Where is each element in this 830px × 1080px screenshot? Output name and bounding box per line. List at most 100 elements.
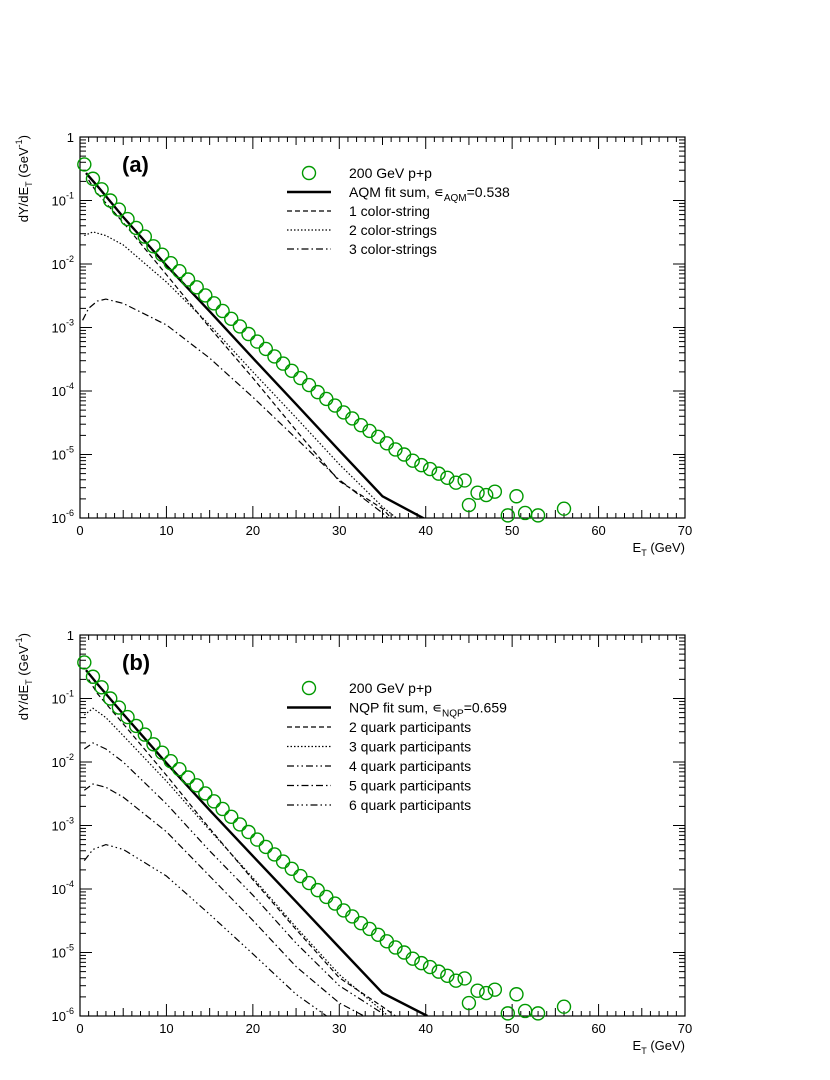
data-point: [422, 461, 438, 477]
data-point: [461, 995, 477, 1011]
data-point: [146, 737, 161, 752]
data-point: [120, 211, 135, 227]
data-point: [301, 377, 317, 393]
x-tick-label: 0: [76, 523, 83, 538]
data-point: [215, 801, 230, 817]
series-line-1-color-string: [88, 179, 392, 518]
data-point: [137, 727, 153, 742]
data-point: [310, 384, 325, 400]
x-tick-label: 20: [246, 1021, 260, 1036]
series-line-3-quark-participants: [83, 707, 389, 1016]
data-point: [77, 655, 92, 670]
data-point: [487, 982, 503, 997]
y-tick-label: 10-2: [52, 254, 74, 272]
data-point: [267, 847, 282, 862]
data-point: [172, 762, 187, 777]
data-point: [163, 255, 178, 271]
data-point: [414, 955, 429, 971]
data-point: [530, 1006, 546, 1021]
data-point: [310, 882, 325, 898]
data-point: [172, 264, 187, 279]
data-point: [284, 861, 299, 877]
x-tick-label: 50: [505, 523, 519, 538]
y-tick-label: 10-5: [52, 943, 74, 961]
y-tick-label: 10-6: [52, 508, 74, 526]
data-point: [556, 501, 572, 516]
x-axis-label: ET (GeV): [633, 540, 685, 558]
data-point: [479, 487, 494, 503]
data-point: [189, 280, 204, 295]
legend-label: 3 color-strings: [349, 241, 437, 257]
y-tick-label: 1: [67, 628, 74, 643]
data-point: [336, 405, 351, 420]
data-point: [198, 288, 213, 303]
x-tick-label: 10: [159, 523, 173, 538]
x-tick-label: 60: [591, 523, 605, 538]
y-tick-label: 1: [67, 130, 74, 145]
data-point: [241, 824, 256, 840]
legend-label: 1 color-string: [349, 203, 430, 219]
x-tick-label: 10: [159, 1021, 173, 1036]
legend-label: AQM fit sum, ∊AQM=0.538: [349, 184, 510, 204]
series-line-5-quark-participants: [83, 783, 366, 1016]
data-point: [422, 959, 438, 975]
data-point: [137, 229, 153, 244]
y-axis-label: dY/dET (GeV-1): [14, 633, 34, 720]
series-line-4-quark-participants: [83, 742, 386, 1016]
legend-label: 3 quark participants: [349, 739, 471, 755]
data-point: [94, 182, 109, 197]
data-point: [457, 971, 472, 986]
y-axis-label: dY/dET (GeV-1): [14, 135, 34, 222]
data-point: [258, 341, 274, 357]
legend-marker: [301, 165, 317, 181]
data-point: [448, 973, 464, 988]
data-point: [111, 202, 127, 217]
panel-label: (b): [122, 650, 150, 675]
data-point: [224, 311, 239, 327]
data-point: [431, 466, 446, 481]
data-point: [440, 968, 455, 983]
data-point: [414, 457, 429, 473]
data-point: [479, 985, 494, 1001]
data-point: [215, 303, 230, 319]
data-point: [457, 473, 472, 488]
x-tick-label: 50: [505, 1021, 519, 1036]
y-tick-label: 10-1: [52, 191, 74, 209]
x-tick-label: 70: [678, 1021, 692, 1036]
data-point: [530, 508, 546, 523]
data-point: [249, 832, 265, 847]
data-point: [128, 220, 144, 236]
data-points: [77, 655, 572, 1021]
data-point: [224, 809, 239, 825]
data-point: [198, 786, 213, 801]
data-point: [500, 508, 516, 523]
legend-label: NQP fit sum, ∊NQP=0.659: [349, 700, 507, 720]
data-point: [293, 868, 308, 884]
data-point: [327, 398, 343, 413]
data-point: [85, 669, 101, 684]
data-point: [267, 349, 282, 364]
legend-label: 2 color-strings: [349, 222, 437, 238]
data-point: [440, 470, 455, 485]
data-point: [388, 940, 403, 955]
data-point: [319, 391, 334, 407]
data-point: [128, 718, 144, 734]
data-point: [249, 334, 265, 349]
curves: [82, 172, 426, 518]
legend-label: 4 quark participants: [349, 758, 471, 774]
data-point: [301, 875, 317, 891]
data-point: [163, 753, 178, 769]
data-point: [103, 691, 118, 706]
data-point: [379, 436, 395, 451]
x-tick-label: 70: [678, 523, 692, 538]
data-point: [509, 489, 524, 504]
data-point: [120, 709, 135, 725]
data-point: [206, 794, 222, 809]
data-point: [275, 854, 291, 869]
x-tick-label: 40: [418, 523, 432, 538]
data-point: [405, 453, 420, 468]
legend-label: 200 GeV p+p: [349, 680, 432, 696]
data-point: [500, 1006, 516, 1021]
data-point: [206, 296, 222, 311]
